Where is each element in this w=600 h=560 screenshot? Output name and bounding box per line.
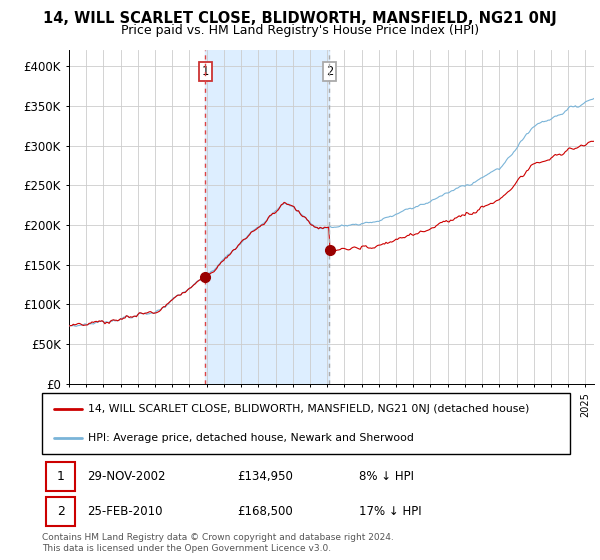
Text: 17% ↓ HPI: 17% ↓ HPI [359,505,421,518]
Text: £168,500: £168,500 [238,505,293,518]
Text: 8% ↓ HPI: 8% ↓ HPI [359,470,414,483]
Text: Contains HM Land Registry data © Crown copyright and database right 2024.
This d: Contains HM Land Registry data © Crown c… [42,533,394,553]
Text: 29-NOV-2002: 29-NOV-2002 [87,470,166,483]
FancyBboxPatch shape [46,497,75,526]
Text: 14, WILL SCARLET CLOSE, BLIDWORTH, MANSFIELD, NG21 0NJ (detached house): 14, WILL SCARLET CLOSE, BLIDWORTH, MANSF… [88,404,530,414]
Text: 1: 1 [202,66,209,78]
FancyBboxPatch shape [46,462,75,492]
Text: Price paid vs. HM Land Registry's House Price Index (HPI): Price paid vs. HM Land Registry's House … [121,24,479,36]
Text: 2: 2 [57,505,65,518]
Text: 1: 1 [57,470,65,483]
Text: HPI: Average price, detached house, Newark and Sherwood: HPI: Average price, detached house, Newa… [88,433,415,444]
Text: £134,950: £134,950 [238,470,293,483]
Text: 2: 2 [326,66,333,78]
Text: 14, WILL SCARLET CLOSE, BLIDWORTH, MANSFIELD, NG21 0NJ: 14, WILL SCARLET CLOSE, BLIDWORTH, MANSF… [43,11,557,26]
FancyBboxPatch shape [42,393,570,454]
Text: 25-FEB-2010: 25-FEB-2010 [87,505,163,518]
Bar [205,50,329,384]
